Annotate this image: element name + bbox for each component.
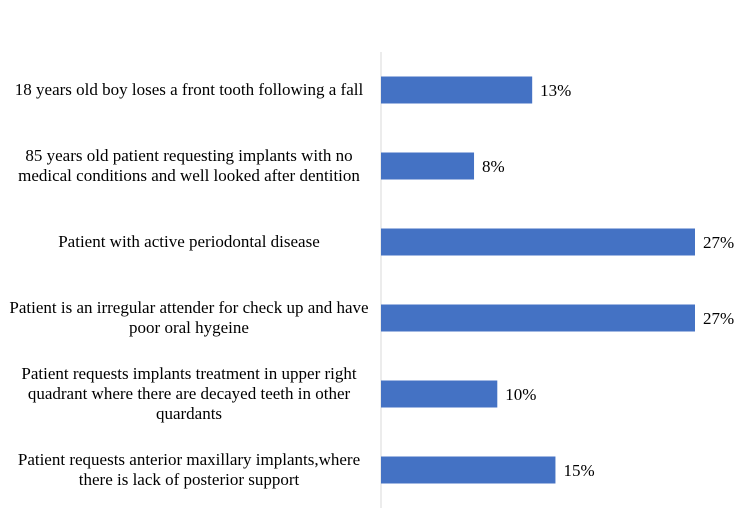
value-label-3: 27% xyxy=(703,233,734,252)
bar-3 xyxy=(381,228,695,256)
category-label-4: Patient is an irregular attender for che… xyxy=(9,298,369,337)
bar-4 xyxy=(381,304,695,332)
bar-6 xyxy=(381,456,556,484)
category-label-1: 18 years old boy loses a front tooth fol… xyxy=(14,80,364,99)
category-label-3: Patient with active periodontal disease xyxy=(58,232,320,251)
bar-5 xyxy=(381,380,498,408)
value-label-5: 10% xyxy=(505,385,536,404)
value-label-4: 27% xyxy=(703,309,734,328)
category-label-6: Patient requests anterior maxillary impl… xyxy=(17,450,361,489)
category-label-5: Patient requests implants treatment in u… xyxy=(21,364,357,423)
bars-group xyxy=(381,76,695,484)
value-label-6: 15% xyxy=(563,461,594,480)
bar-1 xyxy=(381,76,533,104)
value-label-2: 8% xyxy=(482,157,505,176)
value-labels-group: 13% 8% 27% 27% 10% 15% xyxy=(482,81,734,480)
category-label-2: 85 years old patient requesting implants… xyxy=(18,146,360,185)
bar-2 xyxy=(381,152,475,180)
value-label-1: 13% xyxy=(540,81,571,100)
